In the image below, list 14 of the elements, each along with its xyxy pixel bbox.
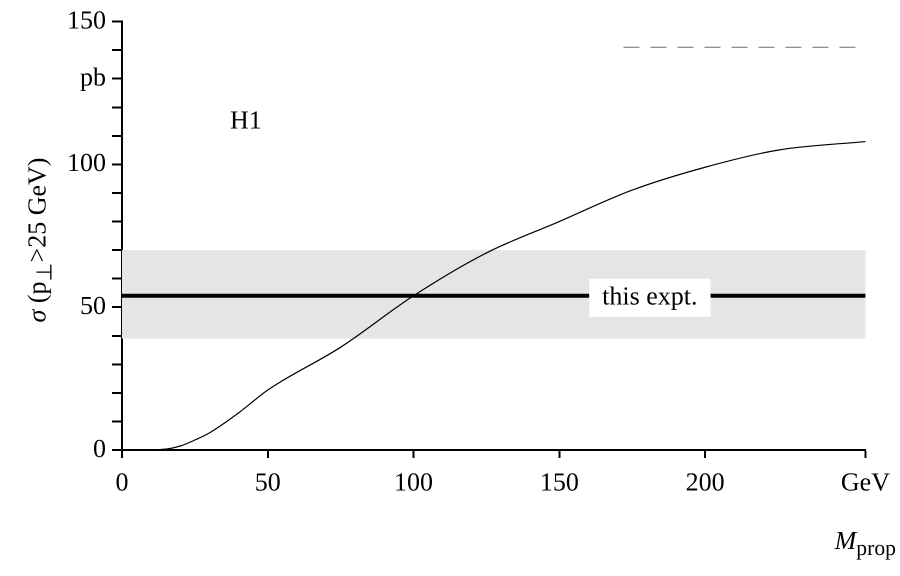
y-tick-label: 0 [93, 434, 106, 463]
x-tick-label: 0 [116, 467, 128, 496]
y-tick-label: pb [80, 62, 106, 92]
x-tick-label: GeV [840, 467, 890, 496]
x-tick-label: 50 [254, 467, 281, 496]
x-tick-label: 150 [540, 467, 579, 496]
ref-line-label: this expt. [602, 282, 698, 311]
y-tick-label: 50 [80, 291, 106, 320]
annotation: H1 [230, 105, 262, 134]
x-tick-label: 100 [394, 467, 434, 496]
y-tick-label: 150 [67, 5, 106, 34]
x-axis-title: M$_{prop}$ [834, 526, 896, 560]
x-tick-label: 200 [686, 467, 725, 496]
y-tick-label: 100 [67, 148, 106, 178]
